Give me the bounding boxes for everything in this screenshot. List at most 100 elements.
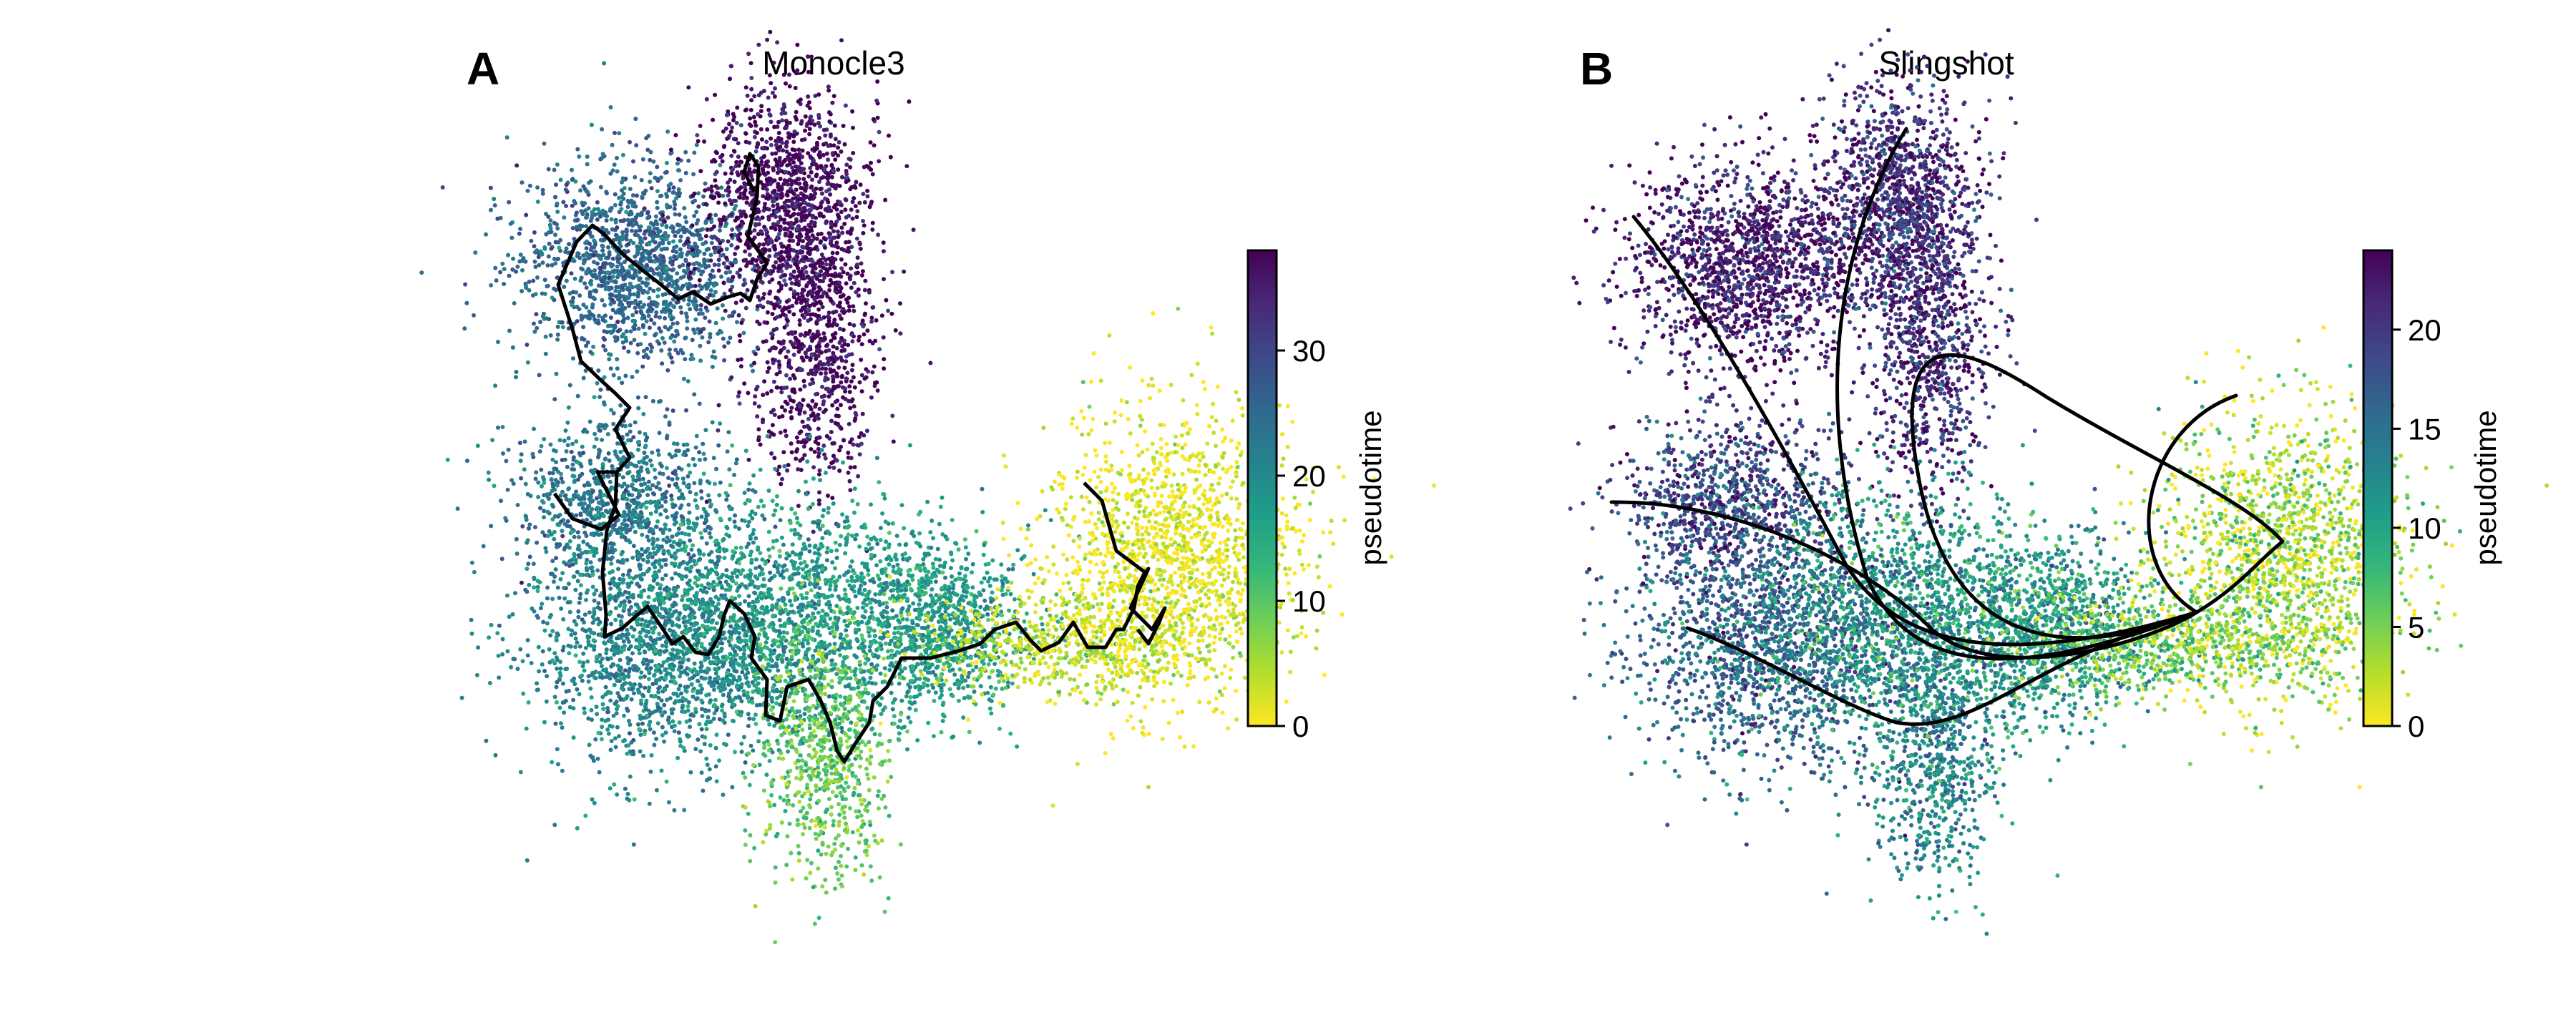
data-point [710,364,715,369]
data-point [585,557,590,562]
data-point [824,349,829,354]
data-point [741,196,746,201]
data-point [781,345,786,350]
data-point [543,351,548,356]
data-point [743,187,748,192]
data-point [780,476,784,481]
data-point [898,301,902,306]
data-point [714,466,718,471]
data-point [776,289,781,293]
data-point [848,277,852,282]
data-point [854,290,859,295]
data-point [570,467,575,471]
data-point [666,476,671,481]
data-point [802,171,807,176]
data-point [632,338,637,343]
data-point [487,477,492,482]
data-point [819,231,824,236]
data-point [793,114,798,119]
data-point [848,165,853,170]
data-point [622,481,627,486]
data-point [799,276,804,281]
data-point [489,524,494,529]
data-point [781,257,786,262]
data-point [647,295,652,300]
data-point [633,268,638,273]
data-point [810,398,815,403]
data-point [539,443,544,448]
data-point [591,489,595,494]
data-point [611,328,616,333]
data-point [504,135,509,140]
data-point [791,139,796,144]
data-point [683,311,688,316]
data-point [816,412,821,417]
data-point [584,224,589,229]
data-point [536,480,541,485]
data-point [573,636,578,641]
data-point [696,139,701,144]
data-point [756,210,761,214]
data-point [556,762,560,767]
data-point [802,315,807,320]
data-point [678,247,683,252]
data-point [844,281,849,286]
data-point [584,285,589,290]
data-point [881,249,886,254]
data-point [847,213,852,218]
data-point [676,526,681,531]
data-point [727,198,732,202]
data-point [713,290,718,295]
data-point [803,128,807,133]
data-point [821,127,826,132]
data-point [644,461,649,466]
data-point [739,160,744,165]
data-point [635,369,640,374]
data-point [555,332,560,337]
data-point [607,357,612,362]
data-point [857,200,862,205]
data-point [743,108,748,113]
data-point [645,493,650,498]
data-point [791,201,796,206]
data-point [709,185,714,189]
data-point [842,366,847,371]
data-point [663,499,668,504]
data-point [555,747,560,752]
data-point [836,145,841,150]
data-point [789,398,793,403]
data-point [588,247,593,252]
data-point [752,401,757,406]
data-point [472,313,476,318]
data-point [902,269,907,274]
data-point [850,363,855,368]
data-point [684,619,689,624]
data-point [547,511,552,516]
data-point [692,481,697,486]
data-point [668,607,673,612]
data-point [670,408,675,413]
data-point [648,769,653,774]
data-point [859,273,864,278]
data-point [812,418,817,423]
data-point [863,311,867,316]
data-point [621,191,626,196]
data-point [613,288,618,293]
data-point [791,269,796,274]
data-point [844,240,849,245]
data-point [864,301,868,306]
data-point [597,489,602,494]
data-point [658,315,662,320]
data-point [555,666,560,671]
data-point [667,422,672,427]
data-point [670,284,675,289]
data-point [697,450,702,455]
data-point [858,182,863,187]
data-point [719,330,724,335]
data-point [597,557,602,562]
data-point [634,464,639,469]
data-point [592,207,597,212]
data-point [670,477,675,482]
data-point [552,529,557,534]
data-point [680,597,685,602]
